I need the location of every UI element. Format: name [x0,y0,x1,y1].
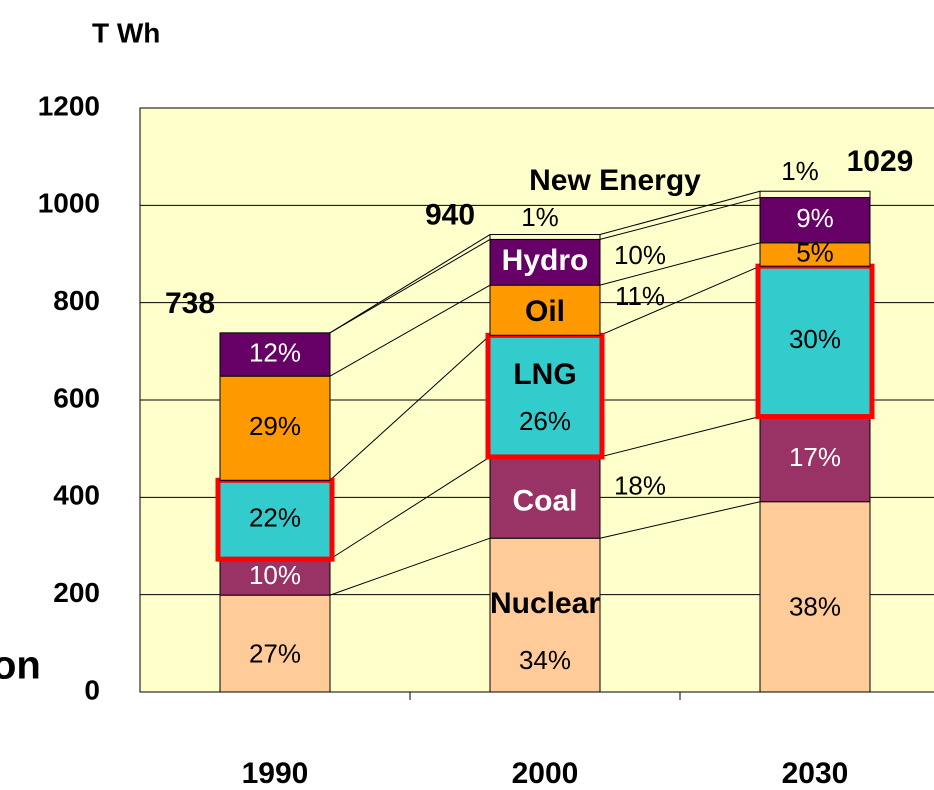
percent-label: 22% [249,503,301,533]
y-unit-label: T Wh [92,17,160,48]
bar-segment [489,537,601,693]
x-tick-label: 1990 [242,757,309,790]
bar-segment [759,265,871,418]
connector-line [599,197,761,240]
bar-segment [489,234,601,240]
y-tick-label: 0 [84,674,100,705]
bar-segment [489,238,601,286]
connector-line [599,416,761,458]
series-name: LNG [513,358,576,391]
connector-line [599,265,761,336]
bar-segment [489,284,601,336]
percent-label: 27% [249,638,301,668]
connector-line [329,537,491,596]
percent-label: 34% [519,645,571,675]
y-tick-label: 400 [53,480,100,511]
bar-segment [219,332,331,377]
connector-line [329,238,491,334]
total-label: 1029 [847,145,914,178]
series-name: Oil [525,295,565,328]
y-tick-label: 800 [53,285,100,316]
connector-line [599,190,761,236]
bar-segment [219,375,331,481]
series-name: New Energy [529,164,701,197]
bar-segment [759,190,871,199]
percent-label: 10% [249,560,301,590]
percent-label: 30% [789,324,841,354]
percent-label: 1% [781,156,819,186]
side-text: on [0,644,41,688]
connector-line [329,234,491,334]
bar-segment [759,501,871,693]
bar-segment [759,416,871,503]
percent-label: 12% [249,337,301,367]
series-name: Coal [512,484,577,517]
bar-segment [489,334,601,458]
percent-label: 29% [249,411,301,441]
series-name: Hydro [502,244,589,277]
percent-label: 18% [614,470,666,500]
x-tick-label: 2030 [782,757,849,790]
percent-label: 1% [521,202,559,232]
x-tick-label: 2000 [512,757,579,790]
y-tick-label: 1200 [38,90,100,121]
connector-line [599,242,761,286]
total-label: 940 [425,198,475,231]
y-tick-label: 1000 [38,188,100,219]
y-tick-label: 600 [53,382,100,413]
connector-line [329,334,491,481]
percent-label: 5% [796,237,834,267]
percent-label: 11% [615,281,665,311]
connector-line [329,456,491,560]
series-name: Nuclear [490,587,600,620]
percent-label: 38% [789,592,841,622]
percent-label: 26% [519,406,571,436]
connector-line [329,284,491,377]
bar-segment [759,197,871,244]
percent-label: 17% [789,442,841,472]
percent-label: 10% [614,240,666,270]
percent-label: 9% [796,203,834,233]
total-label: 738 [165,287,215,320]
y-tick-label: 200 [53,577,100,608]
connector-line [599,501,761,539]
bar-segment [219,558,331,596]
